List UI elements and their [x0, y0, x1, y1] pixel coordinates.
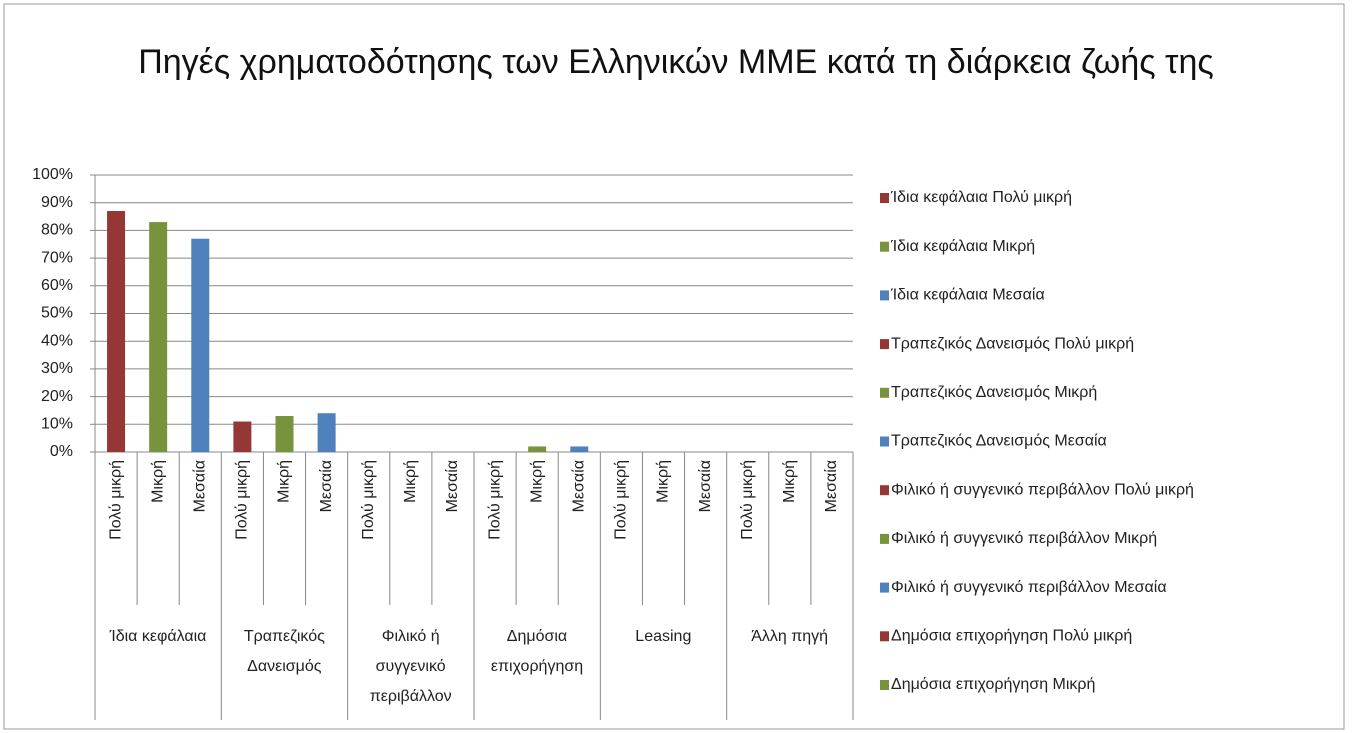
legend-swatch [880, 193, 889, 203]
x-tick-label: Μικρή [781, 460, 798, 503]
legend-swatch [880, 533, 889, 544]
x-tick-label: Μεσαία [697, 460, 714, 512]
bar [317, 413, 336, 452]
legend-swatch [880, 485, 889, 496]
x-tick-label: Μικρή [528, 460, 545, 503]
x-tick-label: Μεσαία [191, 460, 208, 512]
legend-swatch [880, 631, 889, 642]
group-label: Ίδια κεφάλαια [109, 628, 207, 645]
legend-swatch [880, 582, 889, 593]
bar [191, 238, 210, 452]
x-tick-label: Πολύ μικρή [613, 460, 630, 540]
legend-swatch [880, 290, 889, 301]
x-tick-label: Πολύ μικρή [107, 460, 124, 540]
x-tick-label: Πολύ μικρή [360, 460, 377, 540]
chart-border [3, 3, 1345, 730]
legend-swatch [880, 680, 889, 690]
group-label: Δημόσια επιχορήγηση [490, 628, 584, 675]
legend-label: Φιλικό ή συγγενικό περιβάλλον Πολύ μικρή [891, 481, 1194, 498]
y-tick-label: 10% [41, 416, 73, 433]
x-tick-label: Μεσαία [823, 460, 840, 512]
bar [107, 211, 126, 452]
legend-label: Τραπεζικός Δανεισμός Μεσαία [891, 433, 1107, 450]
legend-swatch [880, 387, 889, 398]
legend-label: Τραπεζικός Δανεισμός Μικρή [891, 384, 1097, 401]
legend-swatch [880, 436, 889, 447]
y-tick-label: 40% [41, 332, 73, 349]
y-tick-label: 0% [50, 443, 73, 460]
x-tick-label: Μικρή [655, 460, 672, 503]
x-tick-label: Μικρή [276, 460, 293, 503]
group-label: Leasing [635, 628, 692, 645]
y-tick-label: 60% [41, 277, 73, 294]
x-tick-label: Μεσαία [570, 460, 587, 512]
legend-label: Ίδια κεφάλαια Πολύ μικρή [890, 189, 1072, 206]
x-tick-label: Μικρή [149, 460, 166, 503]
x-tick-label: Μεσαία [318, 460, 335, 512]
legend-label: Ίδια κεφάλαια Μεσαία [890, 287, 1045, 304]
x-tick-label: Πολύ μικρή [486, 460, 503, 540]
bar [149, 222, 168, 452]
chart-title: Πηγές χρηματοδότησης των Ελληνικών ΜΜΕ κ… [138, 43, 1214, 81]
group-label: Φιλικό ή συγγενικό περιβάλλον [369, 628, 452, 705]
x-tick-label: Μεσαία [444, 460, 461, 512]
y-tick-label: 80% [41, 222, 73, 239]
legend-label: Τραπεζικός Δανεισμός Πολύ μικρή [891, 335, 1134, 352]
legend-swatch [880, 339, 889, 350]
bar [233, 421, 252, 452]
y-tick-label: 70% [41, 249, 73, 266]
bar [570, 446, 589, 452]
bar [528, 446, 547, 452]
legend-label: Φιλικό ή συγγενικό περιβάλλον Μικρή [891, 530, 1157, 547]
legend-label: Ίδια κεφάλαια Μικρή [890, 238, 1035, 255]
legend-label: Δημόσια επιχορήγηση Πολύ μικρή [891, 628, 1132, 645]
group-label: Άλλη πηγή [751, 628, 829, 645]
legend-label: Δημόσια επιχορήγηση Μικρή [891, 676, 1095, 693]
bar [275, 415, 294, 452]
x-tick-label: Πολύ μικρή [234, 460, 251, 540]
y-tick-label: 20% [41, 388, 73, 405]
y-tick-label: 30% [41, 360, 73, 377]
group-label: Τραπεζικός Δανεισμός [243, 628, 325, 675]
legend-label: Φιλικό ή συγγενικό περιβάλλον Μεσαία [891, 579, 1167, 596]
legend-swatch [880, 241, 889, 252]
x-tick-label: Μικρή [402, 460, 419, 503]
y-tick-label: 90% [41, 194, 73, 211]
x-tick-label: Πολύ μικρή [739, 460, 756, 540]
y-tick-label: 50% [41, 305, 73, 322]
y-tick-label: 100% [32, 166, 73, 183]
